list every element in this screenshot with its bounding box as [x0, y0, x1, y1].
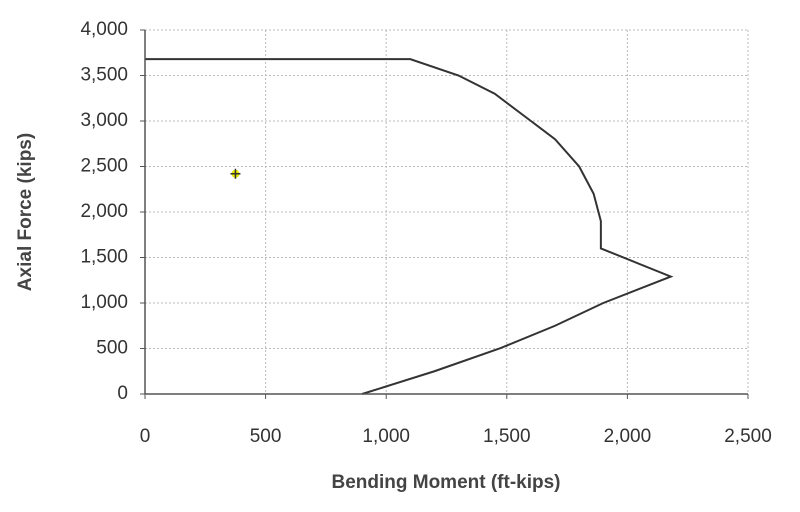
- y-tick-label: 1,000: [80, 292, 128, 313]
- load-point-cross: [230, 168, 241, 179]
- x-tick-label: 2,000: [604, 426, 652, 447]
- x-tick-label: 500: [250, 426, 282, 447]
- x-axis-title: Bending Moment (ft-kips): [331, 472, 560, 493]
- y-tick-label: 500: [96, 338, 128, 359]
- y-tick-label: 3,500: [80, 65, 128, 86]
- interaction-curve: [145, 58, 674, 395]
- x-tick-label: 0: [140, 426, 151, 447]
- y-tick-label: 3,000: [80, 110, 128, 131]
- y-tick-label: 0: [117, 383, 128, 404]
- load-point: [230, 168, 241, 179]
- y-tick-label: 4,000: [80, 19, 128, 40]
- y-axis-title: Axial Force (kips): [15, 133, 36, 291]
- y-tick-label: 2,500: [80, 156, 128, 177]
- x-tick-label: 1,000: [362, 426, 410, 447]
- y-tick-label: 2,000: [80, 201, 128, 222]
- marks: [145, 58, 674, 395]
- y-tick-label: 1,500: [80, 247, 128, 268]
- x-tick-label: 2,500: [724, 426, 772, 447]
- x-tick-label: 1,500: [483, 426, 531, 447]
